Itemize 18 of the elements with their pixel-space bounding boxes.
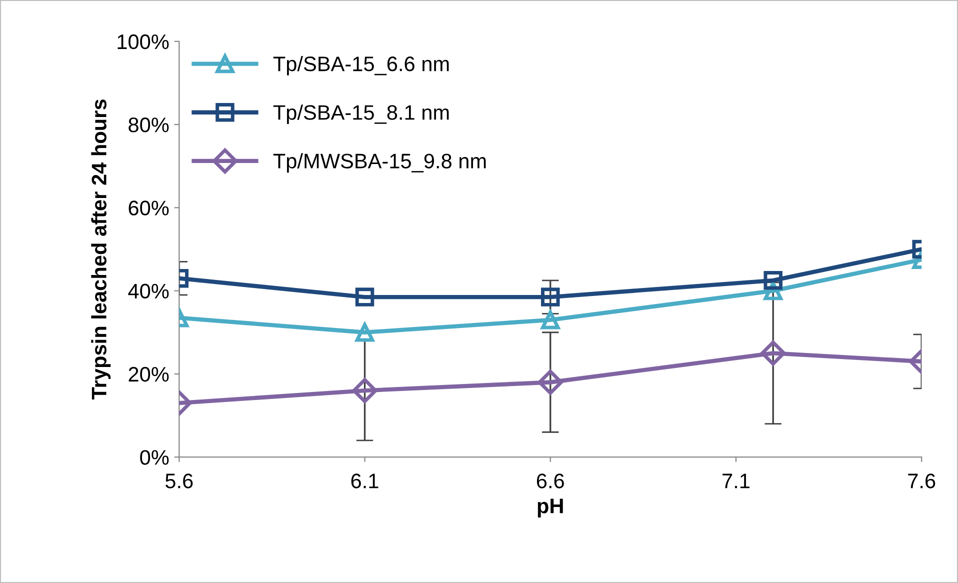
y-tick-label: 20% bbox=[128, 366, 169, 382]
y-tick-label: 80% bbox=[128, 118, 169, 132]
x-axis-title: pH bbox=[538, 498, 563, 518]
x-tick-label: 5.6 bbox=[166, 474, 193, 488]
y-tick-label: 0% bbox=[140, 450, 169, 465]
y-tick-label: 100% bbox=[118, 34, 169, 50]
x-tick-label: 7.6 bbox=[908, 474, 936, 488]
legend-label: Tp/SBA-15_6.6 nm bbox=[273, 56, 449, 76]
point bbox=[540, 288, 560, 306]
x-tick-label: 6.6 bbox=[536, 474, 564, 488]
y-axis-title: Trypsin leached after 24 hours bbox=[91, 100, 111, 400]
legend-label: Tp/MWSBA-15_9.8 nm bbox=[273, 153, 486, 173]
x-tick-label: 6.1 bbox=[351, 474, 378, 488]
y-tick-label: 40% bbox=[128, 284, 169, 299]
y-tick-label: 60% bbox=[128, 200, 169, 216]
legend-label: Tp/SBA-15_8.1 nm bbox=[273, 104, 449, 124]
point bbox=[538, 370, 563, 395]
x-tick-label: 7.1 bbox=[722, 474, 750, 488]
